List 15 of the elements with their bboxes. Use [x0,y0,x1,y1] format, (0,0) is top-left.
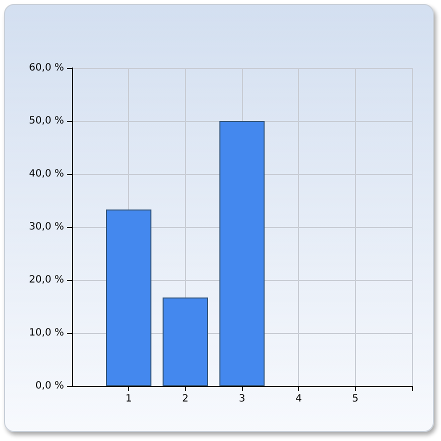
y-tick-label: 30,0 % [29,222,64,232]
x-tick-label: 1 [125,394,132,404]
y-tick-label: 60,0 % [29,62,64,74]
y-tick-label: 10,0 % [29,328,64,338]
bar [106,210,152,386]
x-tick-label: 5 [352,394,359,404]
y-tick-label: 40,0 % [29,168,64,180]
x-tick-label: 4 [295,394,302,404]
x-tick-label: 2 [182,394,189,404]
y-tick-label: 50,0 % [29,116,64,126]
bar [219,121,265,386]
x-tick-label: 3 [238,394,246,404]
bar [162,297,208,386]
y-tick-label: 0,0 % [35,380,64,392]
y-tick-label: 20,0 % [29,274,64,286]
